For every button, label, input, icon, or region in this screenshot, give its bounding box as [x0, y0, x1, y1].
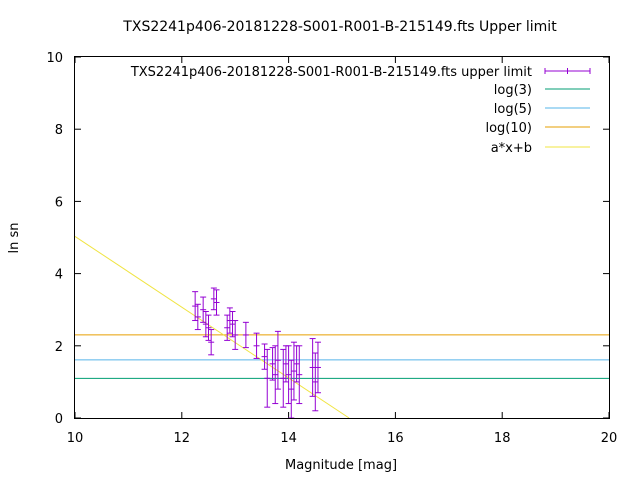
legend-label: log(3) [494, 83, 532, 98]
x-tick-label: 18 [494, 431, 511, 446]
data-point [290, 341, 297, 401]
data-point [282, 345, 289, 383]
x-axis-label: Magnitude [mag] [285, 458, 397, 473]
threshold-lines [75, 334, 609, 379]
x-tick-label: 20 [601, 431, 618, 446]
legend-entry: log(3) [494, 83, 590, 98]
data-point [213, 289, 220, 316]
data-point [288, 359, 295, 419]
data-point [296, 345, 303, 405]
data-point [242, 321, 249, 349]
x-tick-label: 10 [67, 431, 84, 446]
legend-entry: a*x+b [491, 141, 590, 156]
data-point [224, 314, 231, 341]
data-point [208, 329, 215, 356]
y-tick-label: 2 [55, 340, 63, 355]
data-point [272, 345, 279, 405]
data-point [264, 348, 271, 408]
x-tick-label: 16 [387, 431, 404, 446]
data-point [285, 345, 292, 405]
legend-label: TXS2241p406-20181228-S001-R001-B-215149.… [130, 65, 532, 80]
data-point [274, 330, 281, 390]
data-point [202, 311, 209, 338]
data-point [232, 320, 239, 350]
y-tick-label: 6 [55, 195, 63, 210]
data-point [253, 332, 260, 359]
legend-label: a*x+b [491, 141, 532, 156]
data-point [280, 348, 287, 408]
data-point [226, 307, 233, 334]
data-point [229, 311, 236, 338]
legend-entry: log(10) [485, 121, 590, 136]
legend-label: log(10) [485, 121, 532, 136]
x-tick-label: 12 [174, 431, 191, 446]
y-tick-label: 4 [55, 268, 63, 283]
data-point [194, 303, 201, 331]
y-tick-label: 0 [55, 412, 63, 427]
legend-entry: TXS2241p406-20181228-S001-R001-B-215149.… [130, 65, 591, 80]
data-point [210, 287, 217, 311]
data-point [200, 296, 207, 323]
data-point [312, 352, 319, 412]
y-tick-label: 10 [46, 51, 63, 66]
legend-entry: log(5) [494, 102, 590, 117]
chart-title: TXS2241p406-20181228-S001-R001-B-215149.… [122, 19, 557, 35]
y-axis-label: ln sn [7, 223, 22, 254]
data-point [293, 345, 300, 383]
legend: TXS2241p406-20181228-S001-R001-B-215149.… [130, 65, 591, 156]
data-point [314, 341, 321, 394]
legend-label: log(5) [494, 102, 532, 117]
data-point [205, 314, 212, 341]
fit-line-layer [74, 236, 350, 419]
plot-frame [74, 56, 610, 419]
y-tick-label: 8 [55, 123, 63, 138]
data-point [309, 338, 316, 397]
fit-line [74, 236, 350, 419]
data-point [269, 347, 276, 381]
data-point [261, 343, 268, 370]
errorbar-points [192, 287, 321, 419]
x-tick-label: 14 [280, 431, 297, 446]
data-point [192, 291, 199, 322]
